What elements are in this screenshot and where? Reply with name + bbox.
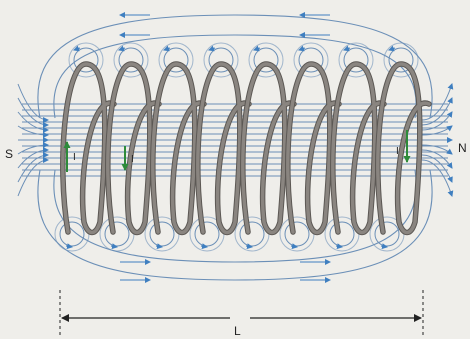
wire-loop-arrow-bottom-2 xyxy=(110,243,118,250)
wire-loop-bottom-7 xyxy=(329,221,355,247)
wire-loop-arrow-bottom-4 xyxy=(200,243,208,250)
wire-loop-bottom-1 xyxy=(59,221,85,247)
wire-loop-top-7 xyxy=(343,47,369,73)
right-fringe-line-4 xyxy=(421,125,453,136)
wire-loop-top-outer-6 xyxy=(293,42,329,78)
left-fringe-line-2 xyxy=(17,97,49,128)
wire-loop-arrow-top-5 xyxy=(253,45,261,52)
wire-loop-arrow-top-4 xyxy=(208,45,216,52)
right-fringe-line-9 xyxy=(421,159,454,197)
wire-loop-arrow-top-3 xyxy=(163,45,171,52)
south-pole-label: S xyxy=(5,147,13,161)
left-fringe-line-4 xyxy=(17,125,49,138)
wire-loop-top-outer-1 xyxy=(68,42,104,78)
solenoid-coil xyxy=(60,61,432,236)
wire-loop-bottom-2 xyxy=(104,221,130,247)
outer-field-loop-top-1 xyxy=(37,14,433,119)
length-label: L xyxy=(234,324,241,338)
end-field-lines xyxy=(17,83,454,197)
left-fringe-line-7 xyxy=(17,147,49,169)
current-label-middle: I xyxy=(131,154,134,165)
wire-loop-arrow-top-6 xyxy=(298,45,306,52)
current-label-left: I xyxy=(73,152,76,163)
left-fringe-line-8 xyxy=(17,152,49,183)
right-fringe-line-3 xyxy=(421,111,453,131)
wire-loop-bottom-3 xyxy=(149,221,175,247)
wire-loop-arrow-bottom-6 xyxy=(290,243,298,250)
wire-loop-arrow-bottom-1 xyxy=(65,243,73,250)
wire-loop-arrow-top-2 xyxy=(118,45,126,52)
wire-loop-arrow-top-1 xyxy=(73,45,81,52)
coil-turn-3 xyxy=(151,62,206,235)
current-label-right: I xyxy=(396,146,399,157)
wire-loop-bottom-4 xyxy=(194,221,220,247)
wire-loop-top-4 xyxy=(208,47,234,73)
wire-loop-top-3 xyxy=(163,47,189,73)
wire-loop-top-outer-3 xyxy=(158,42,194,78)
wire-loop-top-outer-2 xyxy=(113,42,149,78)
outer-field-loop-top-2 xyxy=(53,34,417,119)
wire-loop-top-1 xyxy=(73,47,99,73)
wire-loop-arrow-bottom-7 xyxy=(335,243,343,250)
left-fringe-line-6 xyxy=(17,142,49,155)
right-fringe-line-8 xyxy=(421,154,453,183)
coil-turn-4 xyxy=(196,62,251,235)
north-pole-label: N xyxy=(458,141,467,155)
wire-loop-top-outer-8 xyxy=(383,42,419,78)
coil-turn-2 xyxy=(106,62,161,235)
wire-loop-bottom-6 xyxy=(284,221,310,247)
wire-loop-top-outer-4 xyxy=(203,42,239,78)
coil-turn-8 xyxy=(376,62,431,235)
coil-turn-1 xyxy=(61,62,116,235)
wire-loop-top-8 xyxy=(388,47,414,73)
wire-loop-bottom-5 xyxy=(239,221,265,247)
coil-turn-6 xyxy=(286,62,341,235)
wire-loop-arrow-top-8 xyxy=(388,45,396,52)
wire-loop-top-outer-5 xyxy=(248,42,284,78)
right-fringe-line-6 xyxy=(421,144,453,155)
wire-loop-arrow-top-7 xyxy=(343,45,351,52)
left-fringe-line-3 xyxy=(17,111,49,133)
wire-loop-bottom-8 xyxy=(374,221,400,247)
wire-loop-arrow-bottom-8 xyxy=(380,243,388,250)
wire-loop-top-2 xyxy=(118,47,144,73)
wire-loop-top-6 xyxy=(298,47,324,73)
length-dimension: L xyxy=(59,290,424,338)
left-fringe-line-9 xyxy=(17,157,49,197)
wire-loop-top-5 xyxy=(253,47,279,73)
current-arrows xyxy=(63,130,411,172)
right-fringe-line-2 xyxy=(421,97,453,126)
wire-loop-arrow-bottom-3 xyxy=(155,243,163,250)
wire-loop-top-outer-7 xyxy=(338,42,374,78)
outer-field-loop-bottom-1 xyxy=(37,169,433,281)
coil-turn-5 xyxy=(241,62,296,235)
left-fringe-line-1 xyxy=(17,83,49,123)
coil-turn-7 xyxy=(331,62,386,235)
right-fringe-line-7 xyxy=(421,149,453,169)
wire-loop-arrow-bottom-5 xyxy=(245,243,253,250)
right-fringe-line-1 xyxy=(421,83,454,121)
